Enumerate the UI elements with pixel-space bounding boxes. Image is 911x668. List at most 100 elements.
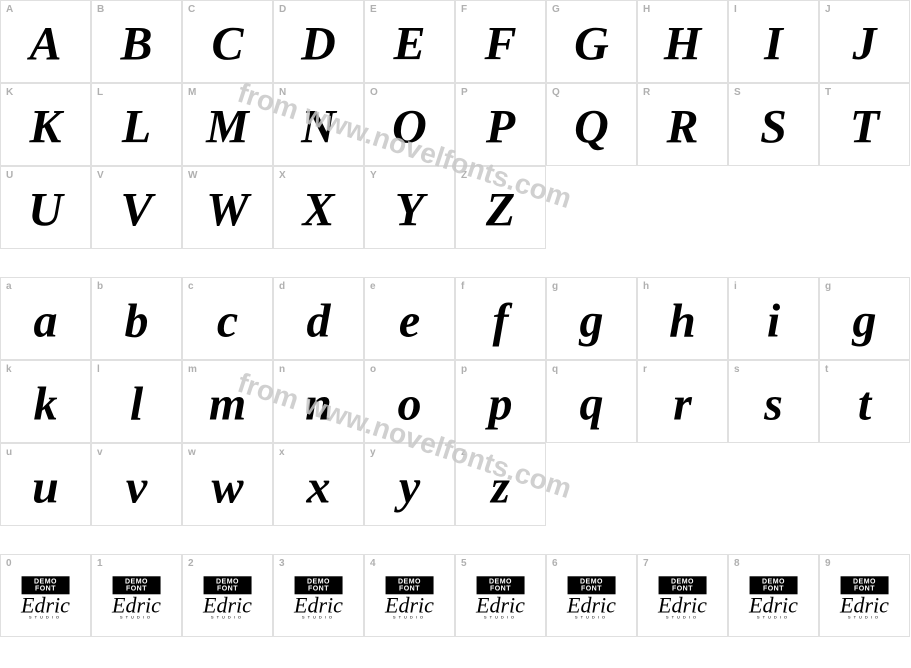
cell-label: H bbox=[643, 4, 650, 15]
char-cell[interactable]: II bbox=[728, 0, 819, 83]
char-cell[interactable]: zz bbox=[455, 443, 546, 526]
char-cell[interactable]: 8DEMO FONTEdricSTUDIO bbox=[728, 554, 819, 637]
cell-label: w bbox=[188, 447, 196, 458]
char-cell[interactable]: LL bbox=[91, 83, 182, 166]
char-cell[interactable]: 9DEMO FONTEdricSTUDIO bbox=[819, 554, 910, 637]
demo-font-block: DEMO FONTEdricSTUDIO bbox=[21, 576, 70, 620]
char-cell[interactable]: 7DEMO FONTEdricSTUDIO bbox=[637, 554, 728, 637]
cell-glyph: F bbox=[484, 20, 516, 68]
char-cell[interactable]: 0DEMO FONTEdricSTUDIO bbox=[0, 554, 91, 637]
cell-glyph: g bbox=[580, 297, 604, 345]
cell-glyph: U bbox=[28, 186, 63, 234]
cell-label: r bbox=[643, 364, 647, 375]
char-cell[interactable]: OO bbox=[364, 83, 455, 166]
char-row: UUVVWWXXYYZZ bbox=[0, 166, 911, 249]
char-cell[interactable]: ww bbox=[182, 443, 273, 526]
cell-glyph: i bbox=[767, 297, 780, 345]
char-cell[interactable]: XX bbox=[273, 166, 364, 249]
cell-label: L bbox=[97, 87, 103, 98]
char-cell[interactable]: qq bbox=[546, 360, 637, 443]
char-cell[interactable]: nn bbox=[273, 360, 364, 443]
demo-script-text: Edric bbox=[385, 595, 434, 615]
char-cell[interactable]: JJ bbox=[819, 0, 910, 83]
char-cell[interactable]: yy bbox=[364, 443, 455, 526]
char-cell[interactable]: 5DEMO FONTEdricSTUDIO bbox=[455, 554, 546, 637]
char-cell[interactable]: SS bbox=[728, 83, 819, 166]
char-cell[interactable]: gg bbox=[546, 277, 637, 360]
char-cell[interactable]: ff bbox=[455, 277, 546, 360]
char-cell[interactable]: ss bbox=[728, 360, 819, 443]
char-cell[interactable]: MM bbox=[182, 83, 273, 166]
cell-label: k bbox=[6, 364, 12, 375]
char-cell[interactable]: 2DEMO FONTEdricSTUDIO bbox=[182, 554, 273, 637]
cell-glyph: m bbox=[209, 380, 246, 428]
cell-glyph: b bbox=[125, 297, 149, 345]
char-cell[interactable]: ll bbox=[91, 360, 182, 443]
char-cell[interactable]: FF bbox=[455, 0, 546, 83]
char-cell[interactable]: PP bbox=[455, 83, 546, 166]
cell-glyph: w bbox=[211, 463, 243, 511]
char-cell[interactable]: vv bbox=[91, 443, 182, 526]
char-cell[interactable]: oo bbox=[364, 360, 455, 443]
char-row: aabbccddeeffgghhiigg bbox=[0, 277, 911, 360]
char-cell[interactable]: AA bbox=[0, 0, 91, 83]
char-cell[interactable]: BB bbox=[91, 0, 182, 83]
cell-label: P bbox=[461, 87, 468, 98]
char-cell[interactable]: kk bbox=[0, 360, 91, 443]
cell-label: 7 bbox=[643, 558, 649, 569]
cell-glyph: c bbox=[217, 297, 238, 345]
char-cell[interactable]: ZZ bbox=[455, 166, 546, 249]
char-cell[interactable]: 1DEMO FONTEdricSTUDIO bbox=[91, 554, 182, 637]
char-cell[interactable]: tt bbox=[819, 360, 910, 443]
cell-label: K bbox=[6, 87, 13, 98]
cell-label: 1 bbox=[97, 558, 103, 569]
cell-label: C bbox=[188, 4, 195, 15]
cell-label: u bbox=[6, 447, 12, 458]
cell-label: b bbox=[97, 281, 103, 292]
char-cell[interactable]: HH bbox=[637, 0, 728, 83]
char-cell[interactable]: WW bbox=[182, 166, 273, 249]
demo-script-text: Edric bbox=[749, 595, 798, 615]
char-cell[interactable]: UU bbox=[0, 166, 91, 249]
cell-glyph: E bbox=[393, 20, 425, 68]
cell-label: U bbox=[6, 170, 13, 181]
char-cell[interactable]: gg bbox=[819, 277, 910, 360]
cell-glyph: v bbox=[126, 463, 147, 511]
char-cell[interactable]: hh bbox=[637, 277, 728, 360]
char-cell[interactable]: 6DEMO FONTEdricSTUDIO bbox=[546, 554, 637, 637]
char-cell[interactable]: cc bbox=[182, 277, 273, 360]
char-cell[interactable]: bb bbox=[91, 277, 182, 360]
cell-glyph: k bbox=[34, 380, 58, 428]
char-cell[interactable]: 4DEMO FONTEdricSTUDIO bbox=[364, 554, 455, 637]
char-cell[interactable]: aa bbox=[0, 277, 91, 360]
char-cell[interactable]: TT bbox=[819, 83, 910, 166]
char-cell[interactable]: NN bbox=[273, 83, 364, 166]
char-cell[interactable]: DD bbox=[273, 0, 364, 83]
char-cell[interactable]: ee bbox=[364, 277, 455, 360]
char-cell[interactable]: 3DEMO FONTEdricSTUDIO bbox=[273, 554, 364, 637]
cell-glyph: V bbox=[120, 186, 152, 234]
cell-glyph: S bbox=[760, 103, 787, 151]
char-cell[interactable]: mm bbox=[182, 360, 273, 443]
char-cell[interactable]: uu bbox=[0, 443, 91, 526]
char-cell[interactable]: ii bbox=[728, 277, 819, 360]
cell-glyph: X bbox=[302, 186, 334, 234]
char-cell[interactable]: CC bbox=[182, 0, 273, 83]
char-cell[interactable]: YY bbox=[364, 166, 455, 249]
char-cell[interactable]: RR bbox=[637, 83, 728, 166]
cell-glyph: d bbox=[307, 297, 331, 345]
cell-glyph: K bbox=[29, 103, 61, 151]
char-cell[interactable]: KK bbox=[0, 83, 91, 166]
char-cell[interactable]: QQ bbox=[546, 83, 637, 166]
char-cell[interactable]: dd bbox=[273, 277, 364, 360]
cell-label: h bbox=[643, 281, 649, 292]
char-cell[interactable]: EE bbox=[364, 0, 455, 83]
demo-font-block: DEMO FONTEdricSTUDIO bbox=[567, 576, 616, 620]
char-cell[interactable]: pp bbox=[455, 360, 546, 443]
cell-glyph: Y bbox=[395, 186, 424, 234]
cell-glyph: u bbox=[32, 463, 59, 511]
char-cell[interactable]: rr bbox=[637, 360, 728, 443]
char-cell[interactable]: VV bbox=[91, 166, 182, 249]
char-cell[interactable]: xx bbox=[273, 443, 364, 526]
char-cell[interactable]: GG bbox=[546, 0, 637, 83]
